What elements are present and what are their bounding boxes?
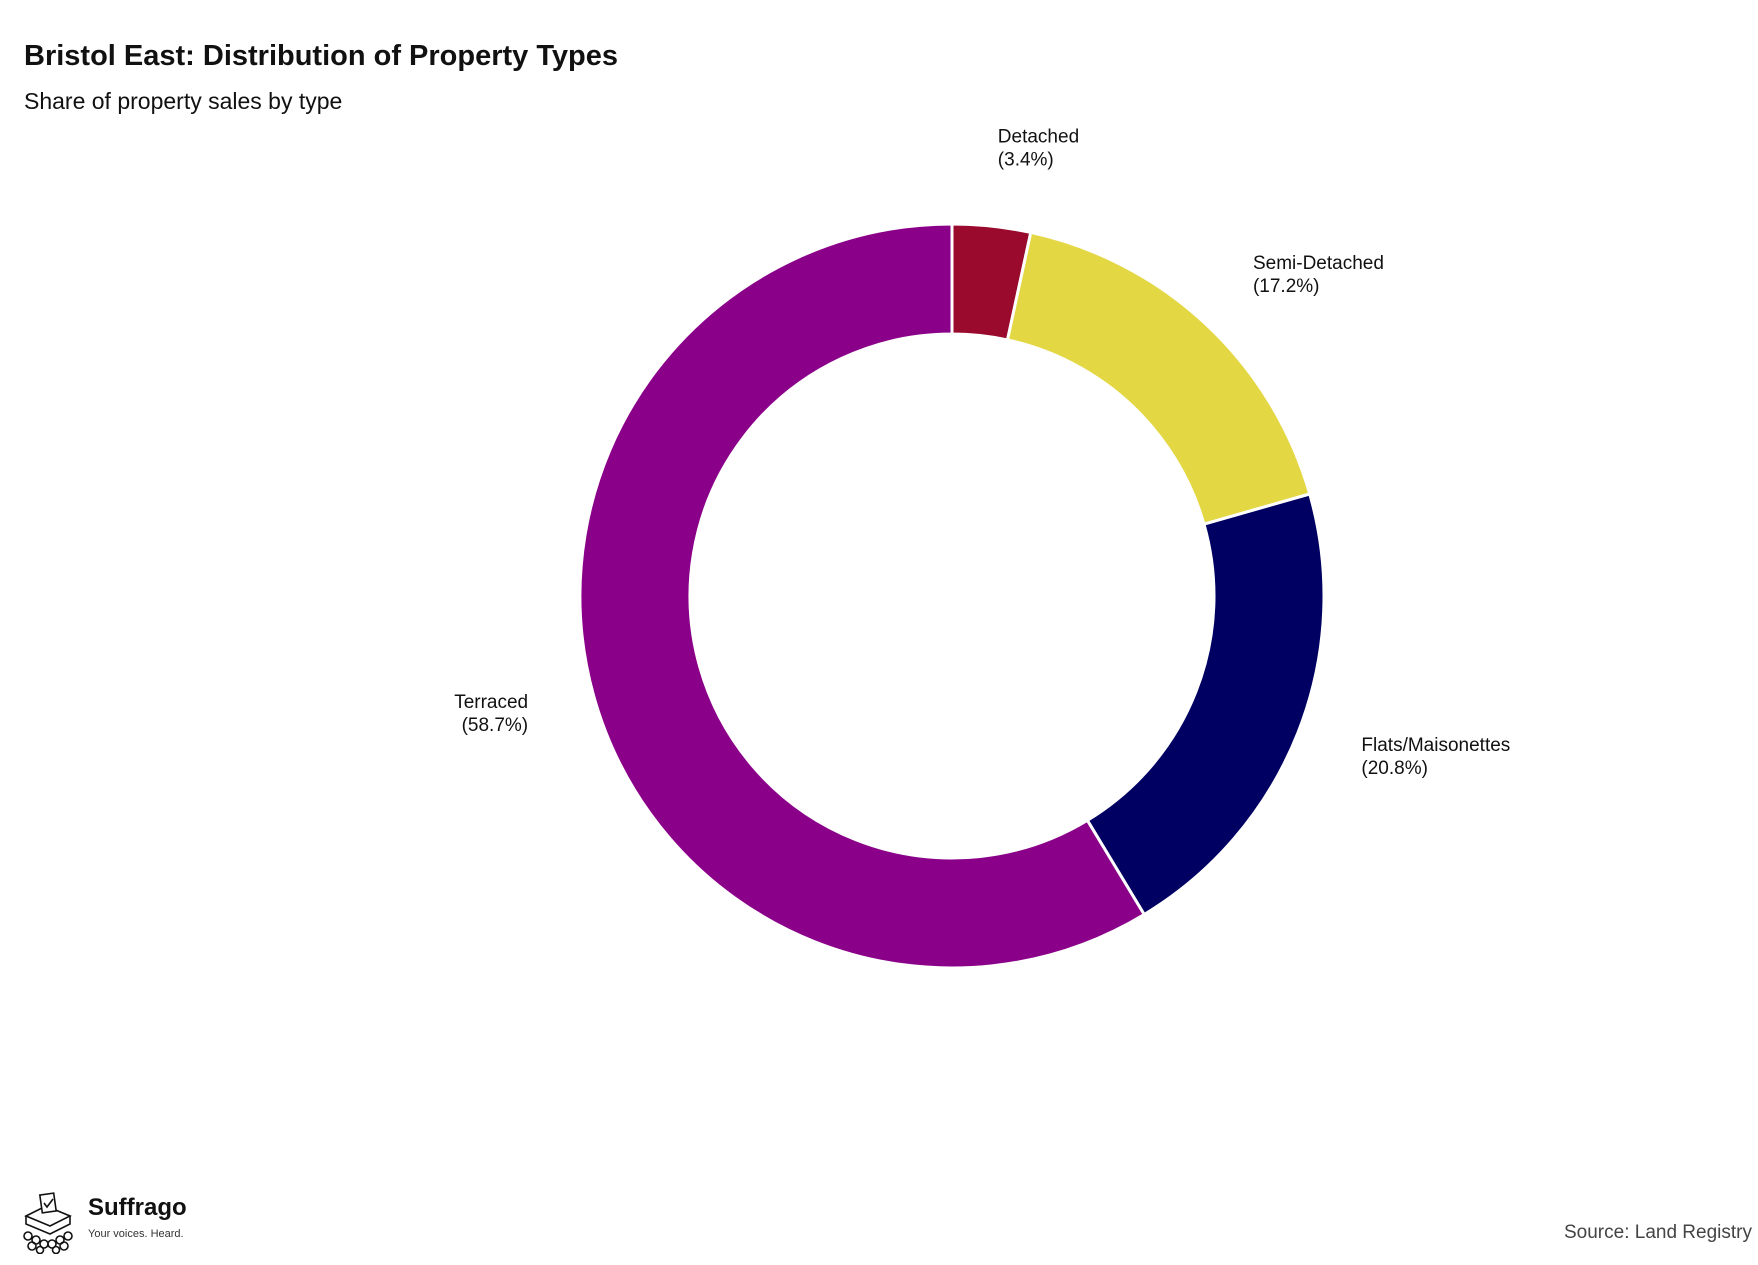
- slice-label-flats-maisonettes: Flats/Maisonettes (20.8%): [1361, 735, 1510, 779]
- brand-name: Suffrago: [88, 1194, 187, 1221]
- slice-terraced: [578, 222, 1147, 970]
- chart-subtitle: Share of property sales by type: [24, 88, 343, 114]
- slice-group: [578, 222, 1326, 970]
- brand-logo: Suffrago Your voices. Heard.: [16, 1190, 206, 1254]
- source-note: Source: Land Registry: [1564, 1222, 1752, 1243]
- slice-flats-maisonettes: [1085, 492, 1326, 917]
- slice-label-detached: Detached (3.4%): [998, 126, 1079, 170]
- slice-label-semi-detached: Semi-Detached (17.2%): [1253, 253, 1384, 297]
- ballot-box-icon: [23, 1192, 73, 1254]
- slice-label-terraced: Terraced (58.7%): [454, 692, 528, 736]
- brand-tagline: Your voices. Heard.: [88, 1228, 184, 1240]
- chart-title: Bristol East: Distribution of Property T…: [24, 40, 619, 72]
- label-group: Detached (3.4%) Semi-Detached (17.2%) Flats/…: [454, 126, 1510, 779]
